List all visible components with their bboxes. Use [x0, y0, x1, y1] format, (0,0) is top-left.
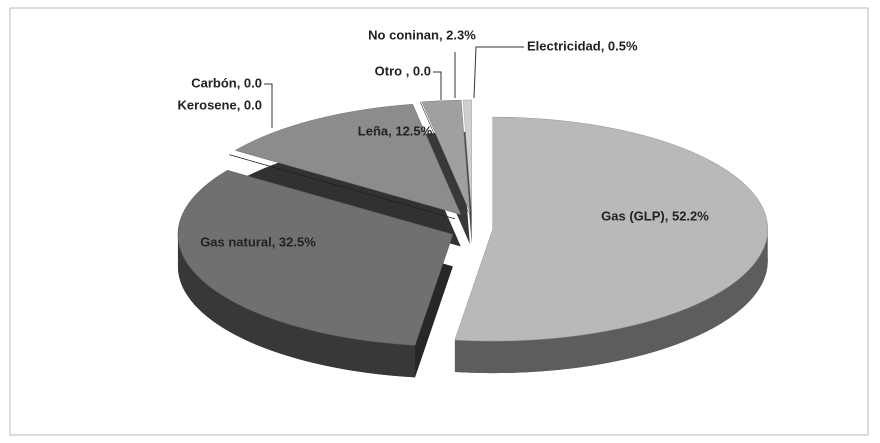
data-label: Gas (GLP), 52.2% — [601, 208, 709, 223]
data-label: Kerosene, 0.0 — [177, 97, 262, 112]
slice — [454, 116, 768, 342]
leader-lines — [264, 46, 524, 128]
data-label: Carbón, 0.0 — [191, 75, 262, 90]
data-label: Electricidad, 0.5% — [527, 38, 638, 53]
leader-line — [433, 71, 442, 100]
slice — [421, 99, 471, 213]
slice — [419, 101, 469, 213]
data-label: Leña, 12.5% — [358, 123, 433, 138]
data-label: No coninan, 2.3% — [368, 27, 476, 42]
slice — [234, 103, 462, 215]
slice — [462, 99, 472, 213]
slice — [177, 170, 454, 346]
data-label: Gas natural, 32.5% — [200, 234, 316, 249]
slice-wall — [177, 234, 416, 378]
leader-line — [264, 83, 273, 128]
leader-line — [473, 46, 524, 99]
data-label: Otro , 0.0 — [375, 63, 431, 78]
slice-wall — [454, 229, 768, 374]
